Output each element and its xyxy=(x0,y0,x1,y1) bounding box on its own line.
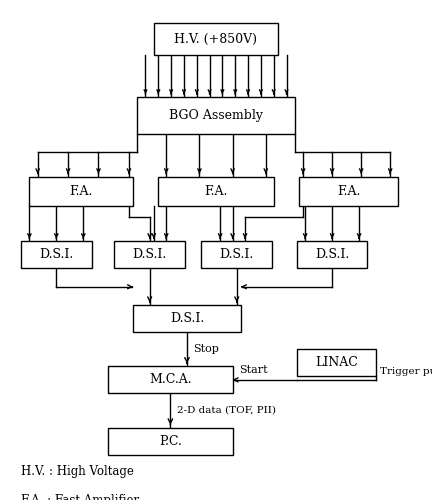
FancyBboxPatch shape xyxy=(114,242,185,268)
Text: Trigger pulse: Trigger pulse xyxy=(380,367,432,376)
Text: D.S.I.: D.S.I. xyxy=(39,248,73,262)
Text: F.A. : Fast Amplifier: F.A. : Fast Amplifier xyxy=(21,494,139,500)
Text: F.A.: F.A. xyxy=(70,184,93,198)
FancyBboxPatch shape xyxy=(158,176,274,206)
Text: BGO Assembly: BGO Assembly xyxy=(169,109,263,122)
FancyBboxPatch shape xyxy=(108,428,232,454)
Text: 2-D data (TOF, PII): 2-D data (TOF, PII) xyxy=(177,406,276,415)
Text: LINAC: LINAC xyxy=(315,356,358,369)
Text: D.S.I.: D.S.I. xyxy=(315,248,349,262)
Text: D.S.I.: D.S.I. xyxy=(170,312,204,325)
FancyBboxPatch shape xyxy=(201,242,272,268)
Text: Start: Start xyxy=(239,365,267,375)
Text: H.V. : High Voltage: H.V. : High Voltage xyxy=(21,464,134,477)
Text: D.S.I.: D.S.I. xyxy=(219,248,254,262)
FancyBboxPatch shape xyxy=(133,305,241,332)
Text: H.V. (+850V): H.V. (+850V) xyxy=(175,33,257,46)
FancyBboxPatch shape xyxy=(137,97,295,134)
FancyBboxPatch shape xyxy=(108,366,232,394)
FancyBboxPatch shape xyxy=(297,242,367,268)
FancyBboxPatch shape xyxy=(297,349,376,376)
FancyBboxPatch shape xyxy=(154,24,278,55)
Text: P.C.: P.C. xyxy=(159,434,182,448)
Text: Stop: Stop xyxy=(193,344,219,354)
Text: M.C.A.: M.C.A. xyxy=(149,374,192,386)
Text: F.A.: F.A. xyxy=(337,184,360,198)
FancyBboxPatch shape xyxy=(299,176,398,206)
Text: D.S.I.: D.S.I. xyxy=(133,248,167,262)
FancyBboxPatch shape xyxy=(21,242,92,268)
FancyBboxPatch shape xyxy=(29,176,133,206)
Text: F.A.: F.A. xyxy=(204,184,228,198)
